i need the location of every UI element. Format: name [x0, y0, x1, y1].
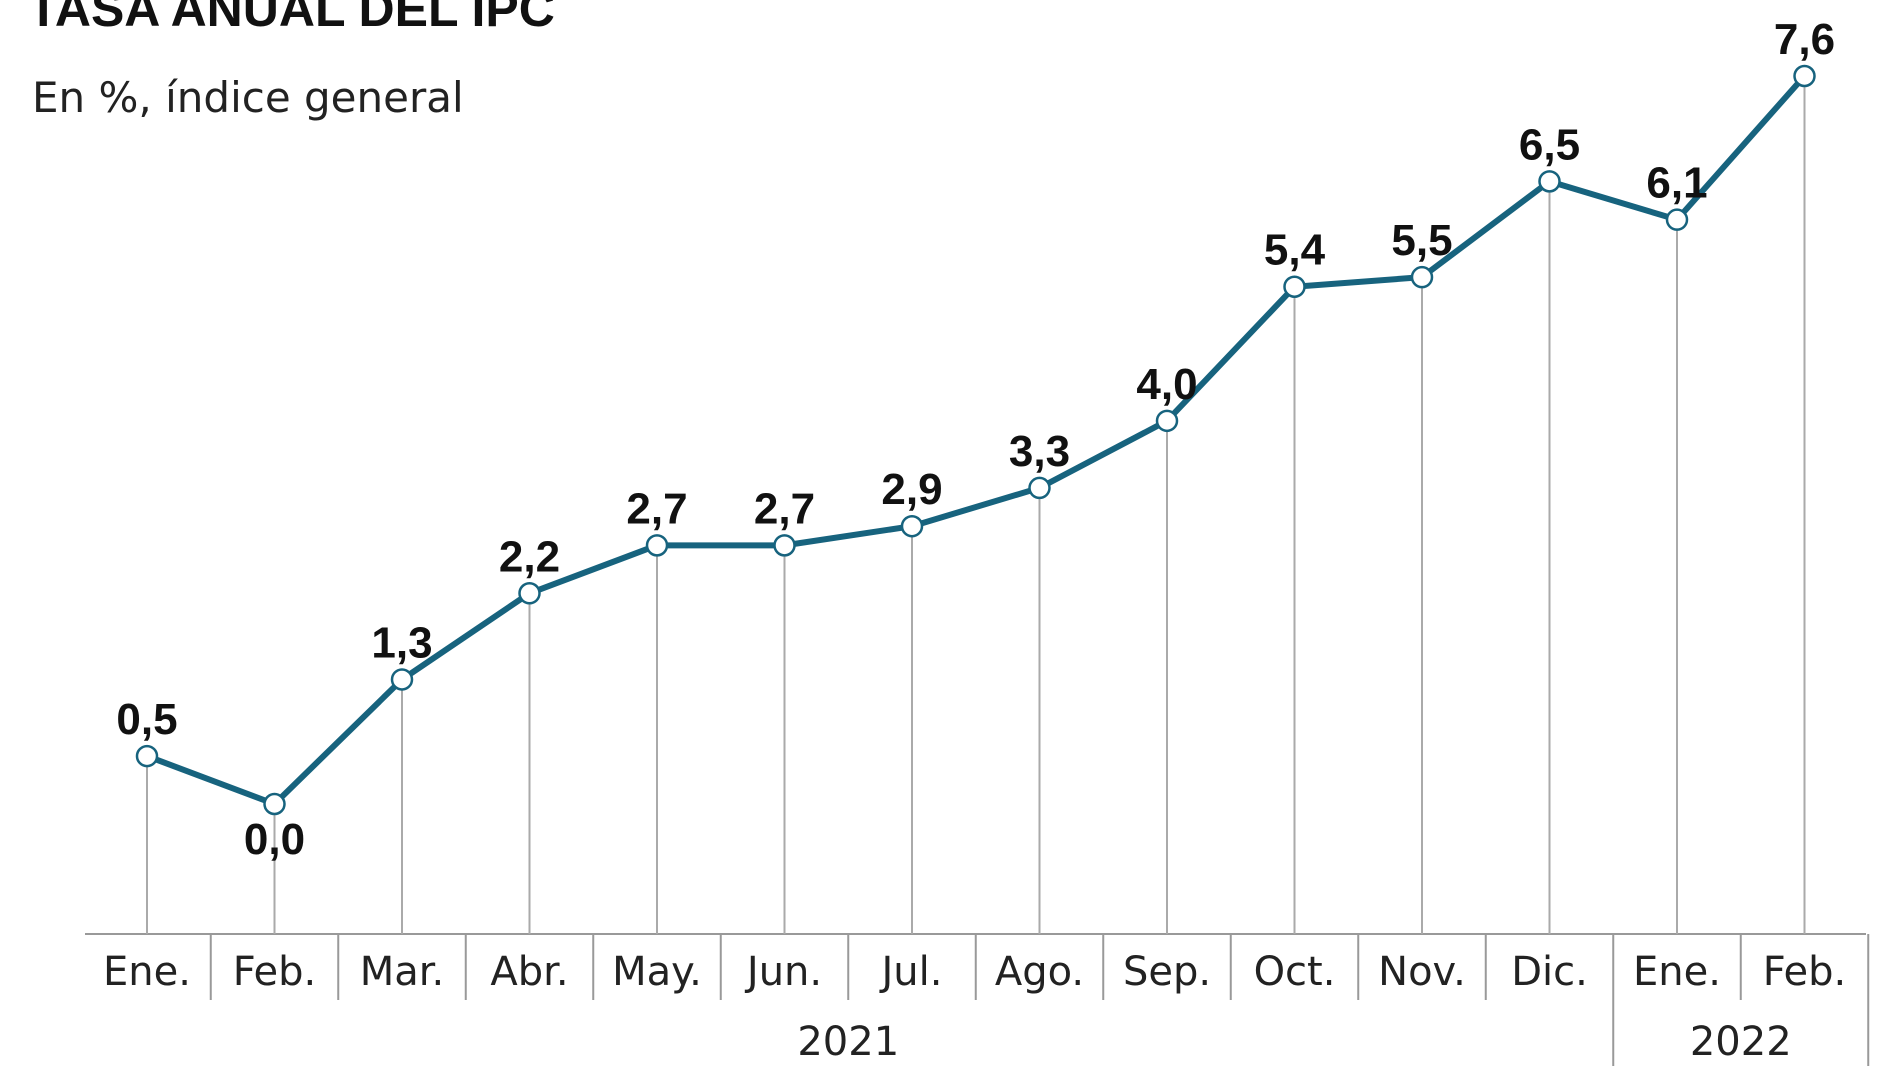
- data-label: 7,6: [1774, 15, 1835, 64]
- data-point: [1538, 170, 1561, 193]
- data-label: 6,1: [1646, 159, 1707, 208]
- data-label: 2,2: [499, 532, 560, 581]
- x-tick-label: Dic.: [1511, 949, 1588, 995]
- data-label: 0,5: [116, 695, 177, 744]
- data-label: 2,7: [754, 484, 815, 533]
- data-label: 2,9: [881, 465, 942, 514]
- x-tick-label: Feb.: [1763, 949, 1847, 995]
- data-label: 4,0: [1136, 360, 1197, 409]
- data-label: 2,7: [626, 484, 687, 533]
- group-label: 2022: [1690, 1019, 1792, 1065]
- x-tick-label: Abr.: [490, 949, 568, 995]
- x-tick-label: Ene.: [1633, 949, 1721, 995]
- data-label: 5,4: [1264, 226, 1326, 275]
- data-point: [390, 668, 414, 691]
- data-point: [135, 744, 159, 768]
- x-tick-label: Jun.: [744, 949, 822, 995]
- x-tick-label: Mar.: [360, 949, 445, 995]
- data-label: 1,3: [371, 618, 432, 667]
- data-point: [645, 534, 669, 557]
- data-label: 0,0: [244, 815, 305, 864]
- x-tick-label: Sep.: [1123, 949, 1211, 995]
- x-tick-label: Ago.: [995, 949, 1084, 995]
- data-label: 3,3: [1009, 427, 1070, 476]
- data-point: [773, 534, 796, 557]
- data-label: 6,5: [1519, 120, 1580, 169]
- group-label: 2021: [797, 1019, 899, 1065]
- x-tick-label: Feb.: [233, 949, 317, 995]
- data-point: [1283, 275, 1306, 298]
- data-label: 5,5: [1391, 216, 1452, 265]
- data-point: [518, 582, 541, 605]
- x-tick-label: Nov.: [1378, 949, 1466, 995]
- chart-title: TASA ANUAL DEL IPC: [28, 0, 555, 37]
- chart-subtitle: En %, índice general: [32, 73, 464, 122]
- x-tick-label: Jul.: [879, 949, 943, 995]
- series-line: [145, 74, 1807, 807]
- data-point: [900, 514, 924, 538]
- data-point: [1028, 476, 1051, 500]
- data-point: [1665, 208, 1689, 231]
- x-tick-label: Oct.: [1254, 949, 1336, 995]
- data-point: [1410, 265, 1434, 289]
- x-tick-label: Ene.: [103, 949, 191, 995]
- data-point: [1155, 409, 1179, 433]
- x-tick-label: May.: [612, 949, 702, 995]
- data-point: [1793, 64, 1816, 88]
- data-point: [263, 792, 286, 816]
